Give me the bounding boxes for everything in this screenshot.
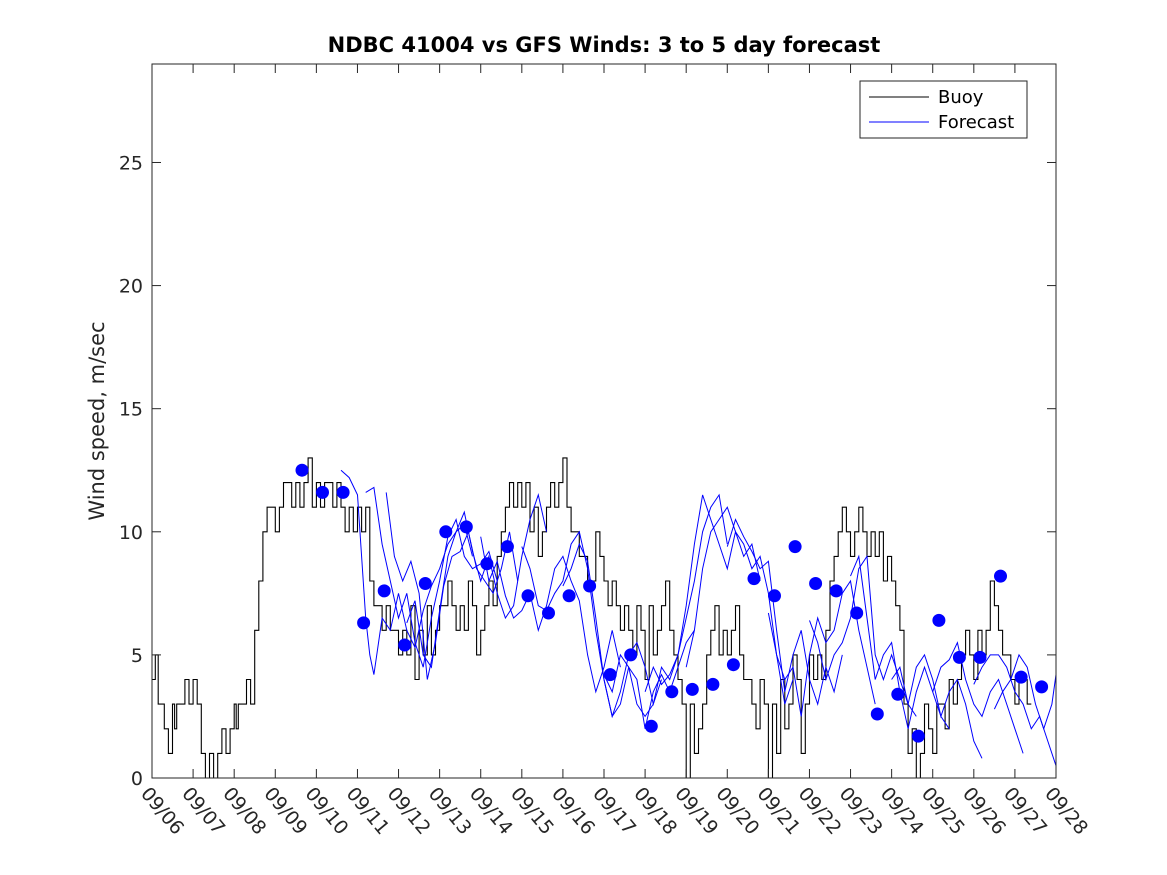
x-tick-label: 09/19 <box>670 783 722 839</box>
forecast-marker-point <box>1014 670 1028 684</box>
forecast-series-line <box>365 486 498 668</box>
forecast-marker-point <box>952 650 966 664</box>
forecast-marker-point <box>932 613 946 627</box>
forecast-marker-point <box>603 668 617 682</box>
forecast-marker-point <box>398 638 412 652</box>
forecast-marker-point <box>809 577 823 590</box>
forecast-series-line <box>685 506 794 705</box>
forecast-marker-point <box>850 606 864 620</box>
x-tick-label: 09/09 <box>259 783 311 839</box>
forecast-marker-point <box>870 707 884 721</box>
x-tick-label: 09/26 <box>958 783 1010 839</box>
x-tick-label: 09/25 <box>917 783 969 839</box>
forecast-series-line <box>340 469 473 675</box>
x-tick-label: 09/24 <box>876 783 928 839</box>
forecast-marker-point <box>624 648 638 662</box>
x-tick-label: 09/14 <box>465 783 517 839</box>
forecast-marker-point <box>747 572 761 586</box>
x-tick-label: 09/16 <box>547 783 599 839</box>
x-tick-label: 09/21 <box>753 783 805 839</box>
forecast-marker-point <box>295 463 309 477</box>
forecast-marker-point <box>768 589 781 603</box>
forecast-marker-point <box>706 677 720 691</box>
forecast-marker-point <box>685 682 699 696</box>
x-tick-label: 09/11 <box>342 783 394 839</box>
legend-box <box>859 80 1028 139</box>
forecast-series-line <box>644 494 761 692</box>
y-tick-label: 5 <box>131 645 143 667</box>
x-tick-label: 09/17 <box>588 783 640 839</box>
x-tick-label: 09/20 <box>711 783 763 839</box>
forecast-marker-point <box>911 729 925 743</box>
forecast-series-line <box>809 554 917 717</box>
forecast-marker-point <box>357 616 371 630</box>
plot-frame <box>151 63 1057 779</box>
forecast-series-line <box>973 654 1056 766</box>
y-tick-label: 15 <box>119 399 143 421</box>
forecast-marker-point <box>562 589 576 603</box>
x-tick-label: 09/10 <box>301 783 353 839</box>
forecast-marker-point <box>459 520 473 534</box>
forecast-marker-point <box>418 577 432 590</box>
forecast-marker-point <box>521 589 535 603</box>
y-tick-label: 25 <box>119 152 143 174</box>
x-tick-label: 09/27 <box>999 783 1051 839</box>
legend-label-forecast: Forecast <box>938 112 1014 133</box>
y-tick-label: 0 <box>131 768 143 790</box>
forecast-marker-point <box>994 569 1007 583</box>
x-tick-label: 09/22 <box>794 783 846 839</box>
forecast-marker-point <box>891 687 905 701</box>
x-tick-label: 09/28 <box>1040 783 1092 839</box>
x-tick-label: 09/23 <box>835 783 887 839</box>
x-tick-label: 09/06 <box>136 783 188 839</box>
legend-label-buoy: Buoy <box>938 87 984 108</box>
x-tick-label: 09/18 <box>629 783 681 839</box>
x-tick-label: 09/12 <box>383 783 435 839</box>
y-tick-label: 20 <box>119 276 143 298</box>
forecast-series-line <box>767 579 876 717</box>
forecast-series-line <box>603 493 728 718</box>
x-tick-label: 09/13 <box>424 783 476 839</box>
forecast-marker-point <box>788 540 802 554</box>
x-tick-label: 09/07 <box>177 783 229 839</box>
forecast-series-line <box>993 653 1056 731</box>
forecast-marker-point <box>542 606 555 620</box>
forecast-series-line <box>562 542 695 729</box>
forecast-marker-point <box>829 584 843 598</box>
forecast-series-line <box>850 554 950 730</box>
forecast-marker-point <box>316 485 329 499</box>
forecast-series-line <box>480 536 621 694</box>
forecast-marker-point <box>644 719 658 733</box>
axes: 0 5 10 15 20 25 09/0609/0709/0809/0909/1009/11… <box>119 63 1092 839</box>
buoy-series-line <box>152 457 1032 778</box>
x-tick-label: 09/15 <box>506 783 558 839</box>
y-tick-label: 10 <box>119 522 143 544</box>
forecast-marker-point <box>480 557 494 571</box>
forecast-series-line <box>726 518 843 706</box>
forecast-marker-point <box>336 485 350 499</box>
forecast-marker-point <box>439 525 453 539</box>
forecast-marker-point <box>726 658 740 672</box>
forecast-marker-point <box>1035 680 1049 694</box>
forecast-marker-point <box>973 650 987 664</box>
x-tick-label: 09/08 <box>218 783 270 839</box>
y-axis-label: Wind speed, m/sec <box>85 321 109 520</box>
forecast-marker-point <box>500 540 514 554</box>
forecast-series-line <box>891 653 983 759</box>
chart-title: NDBC 41004 vs GFS Winds: 3 to 5 day fore… <box>328 33 881 57</box>
legend: Buoy Forecast <box>859 80 1028 139</box>
forecast-marker-point <box>665 685 679 699</box>
plot-area <box>152 457 1056 778</box>
forecast-marker-point <box>377 584 391 598</box>
forecast-marker-point <box>583 579 597 593</box>
forecast-series-line <box>932 641 1024 754</box>
